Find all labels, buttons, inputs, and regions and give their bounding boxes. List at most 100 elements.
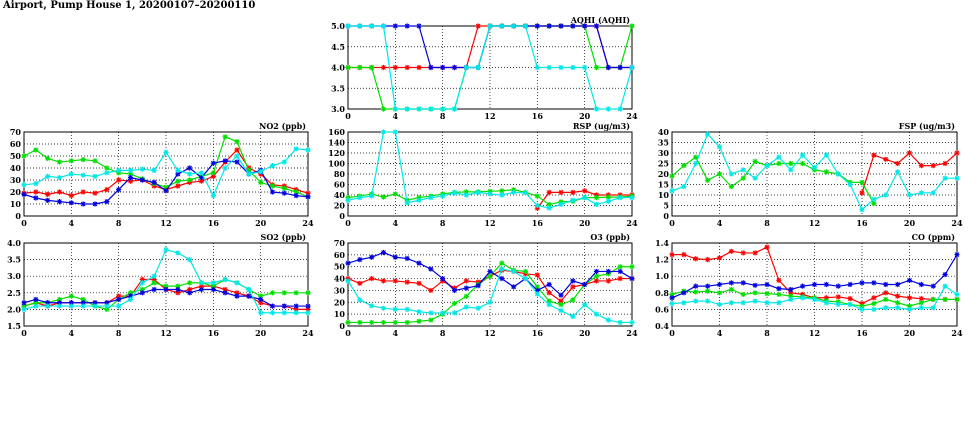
- co-data-point: [906, 303, 913, 309]
- so2-data-point: [246, 293, 252, 299]
- co-data-point: [823, 281, 829, 288]
- so2-data-point: [127, 290, 134, 296]
- co-data-point: [740, 250, 746, 256]
- aqhi-ytick-label: 4.0: [331, 63, 345, 73]
- so2-ytick-label: 4.0: [7, 238, 21, 248]
- rsp-series-4: [345, 129, 635, 211]
- fsp-data-point: [871, 200, 877, 206]
- fsp-data-point: [883, 156, 889, 162]
- so2-ytick-label: 1.5: [7, 321, 21, 331]
- co-data-point: [788, 293, 794, 299]
- no2-data-point: [187, 171, 193, 177]
- fsp-series-line: [671, 156, 875, 204]
- aqhi-ytick-label: 4.5: [331, 42, 345, 52]
- fsp-data-point: [895, 169, 901, 175]
- fsp-ytick-label: 35: [658, 138, 669, 148]
- no2-data-point: [104, 199, 110, 205]
- no2-ytick-label: 10: [10, 199, 22, 209]
- o3-ytick-label: 70: [334, 238, 346, 248]
- so2-data-point: [281, 303, 287, 309]
- co-data-point: [930, 305, 936, 311]
- o3-data-point: [380, 305, 387, 311]
- so2-ytick-label: 2.0: [7, 304, 21, 314]
- no2-data-point: [175, 178, 181, 184]
- co-data-point: [669, 295, 675, 301]
- o3-xtick-label: 16: [532, 328, 544, 338]
- rsp-data-point: [487, 191, 493, 197]
- co-data-point: [883, 290, 889, 296]
- fsp-data-point: [954, 150, 960, 156]
- o3-data-point: [558, 307, 564, 314]
- no2-ytick-label: 20: [10, 187, 22, 197]
- no2-data-point: [269, 189, 276, 195]
- co-data-point: [776, 286, 782, 292]
- o3-data-point: [428, 317, 434, 323]
- so2-data-point: [258, 310, 264, 316]
- o3-xtick-label: 20: [579, 328, 591, 338]
- so2-data-point: [163, 286, 169, 293]
- so2-data-point: [293, 310, 299, 316]
- aqhi-data-point: [629, 23, 635, 29]
- so2-data-point: [269, 310, 276, 316]
- co-data-point: [859, 280, 865, 286]
- no2-series-4: [21, 146, 311, 199]
- no2-ytick-label: 30: [10, 175, 22, 185]
- aqhi-data-point: [475, 64, 481, 71]
- o3-data-point: [629, 264, 635, 270]
- no2-data-point: [293, 146, 299, 152]
- rsp-xtick-label: 8: [440, 218, 446, 228]
- no2-data-point: [258, 179, 264, 185]
- no2-data-point: [45, 197, 51, 203]
- fsp-series-1: [859, 150, 960, 196]
- rsp-data-point: [593, 195, 600, 201]
- co-data-point: [764, 291, 770, 297]
- so2-data-point: [56, 300, 63, 306]
- co-data-point: [693, 283, 699, 289]
- o3-data-point: [404, 306, 410, 312]
- aqhi-xtick-label: 24: [626, 111, 638, 121]
- aqhi-data-point: [416, 106, 422, 112]
- rsp-data-point: [428, 195, 434, 201]
- o3-data-point: [534, 272, 540, 278]
- co-data-point: [764, 244, 770, 250]
- co-ytick-label: 0.6: [655, 304, 669, 314]
- o3-data-point: [487, 268, 493, 275]
- no2-data-point: [163, 149, 169, 155]
- o3-plot-frame: [347, 242, 633, 327]
- no2-data-point: [151, 179, 157, 185]
- aqhi-data-point: [629, 64, 635, 71]
- co-data-point: [811, 296, 818, 303]
- co-data-point: [930, 283, 936, 289]
- fsp-ytick-label: 15: [658, 180, 669, 190]
- no2-data-point: [281, 190, 287, 196]
- no2-data-point: [33, 189, 39, 195]
- aqhi-data-point: [380, 23, 387, 29]
- so2-data-point: [139, 286, 145, 293]
- co-data-point: [942, 296, 948, 303]
- o3-data-point: [475, 283, 481, 289]
- so2-data-point: [139, 280, 145, 286]
- o3-data-point: [605, 278, 611, 284]
- aqhi-data-point: [463, 64, 469, 71]
- o3-data-point: [428, 287, 434, 294]
- fsp-data-point: [823, 152, 829, 158]
- no2-data-point: [21, 191, 27, 197]
- co-data-point: [847, 281, 853, 288]
- fsp-data-point: [752, 175, 758, 181]
- o3-xtick-label: 12: [484, 328, 495, 338]
- no2-data-point: [175, 171, 181, 177]
- co-series-4: [669, 283, 960, 312]
- co-data-point: [835, 294, 841, 300]
- fsp-ytick-label: 20: [658, 169, 670, 179]
- rsp-data-point: [357, 195, 363, 201]
- aqhi-data-point: [428, 64, 434, 71]
- no2-data-point: [222, 134, 228, 140]
- so2-data-point: [175, 250, 181, 256]
- so2-data-point: [21, 300, 27, 306]
- no2-data-point: [210, 170, 216, 176]
- co-data-point: [740, 280, 746, 286]
- o3-ytick-label: 0: [339, 321, 345, 331]
- co-data-point: [669, 300, 675, 307]
- fsp-data-point: [681, 163, 687, 169]
